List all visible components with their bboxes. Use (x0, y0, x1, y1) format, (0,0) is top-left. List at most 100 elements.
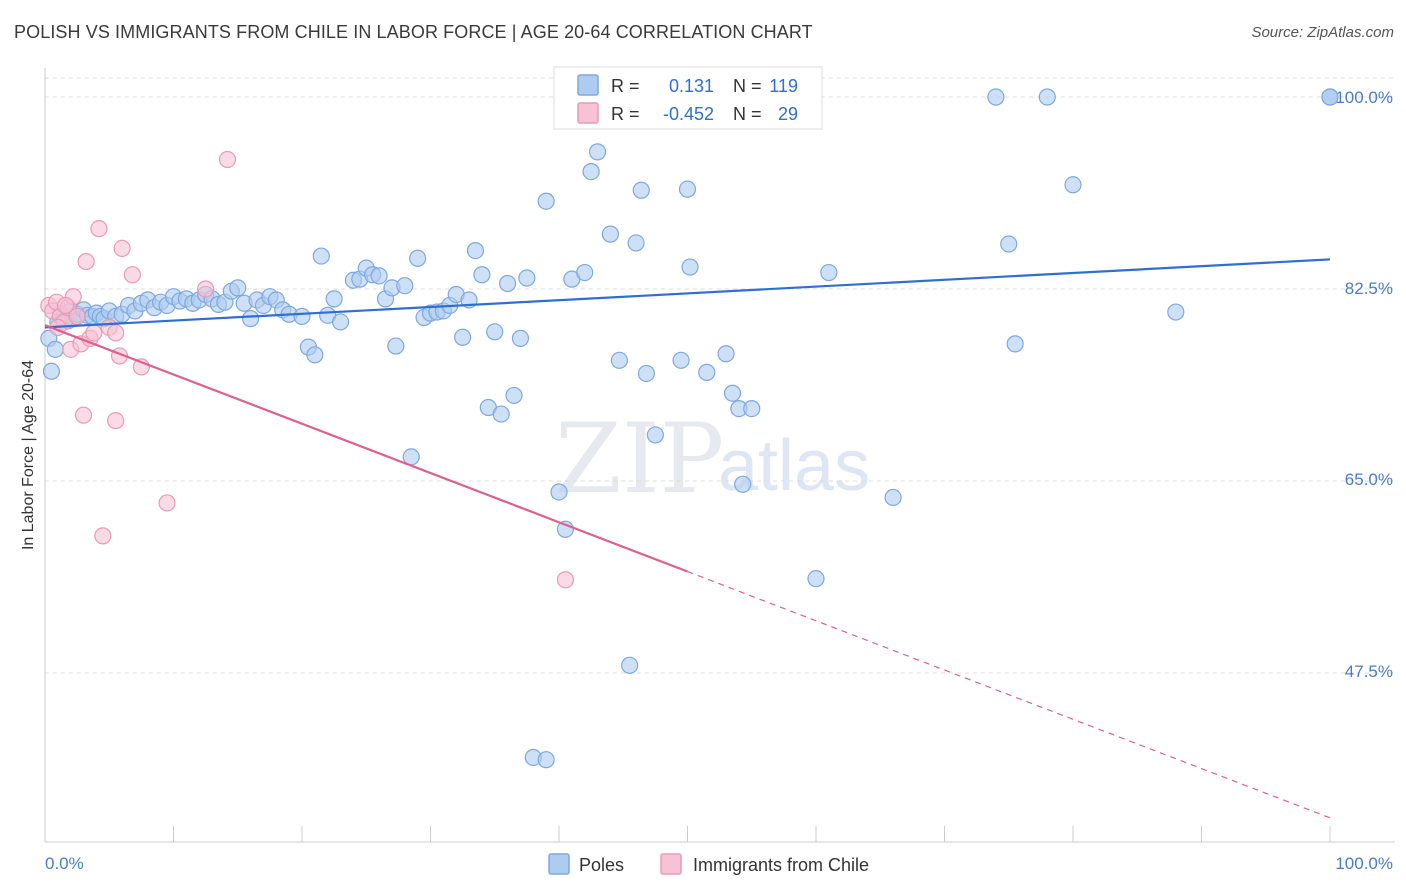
poles-point (550, 483, 568, 501)
x-tick-label-right: 100.0% (1335, 854, 1393, 873)
poles-point (576, 263, 594, 282)
poles-point (1006, 335, 1024, 353)
x-tick-label-left: 0.0% (45, 854, 84, 873)
y-tick-label: 47.5% (1345, 662, 1393, 681)
watermark-zip: ZIP (555, 403, 724, 515)
chile-point (107, 412, 125, 430)
poles-n-value: 119 (769, 76, 798, 96)
poles-point (306, 346, 324, 364)
poles-point (610, 351, 628, 369)
chile-point (77, 252, 95, 271)
chile-point (158, 494, 176, 512)
chile-point (56, 296, 75, 315)
trend-lines (44, 258, 1331, 819)
poles-point (884, 488, 902, 507)
y-tick-label: 100.0% (1335, 88, 1393, 107)
poles-point (698, 363, 716, 381)
poles-point (723, 384, 742, 402)
poles-point (537, 192, 555, 210)
chile-r-value: -0.452 (663, 104, 714, 124)
stats-legend: R = 0.131 N = 119 R = -0.452 N = 29 (553, 66, 823, 130)
chile-point (556, 571, 575, 589)
series-chile-points (40, 150, 575, 589)
poles-point (466, 242, 485, 260)
legend-chile-swatch (660, 853, 682, 875)
poles-point (717, 345, 735, 363)
chile-r-label: R = (611, 104, 640, 124)
legend-poles-swatch (548, 853, 570, 875)
poles-point (331, 313, 350, 331)
poles-r-value: 0.131 (669, 76, 714, 96)
poles-swatch (577, 74, 599, 96)
poles-point (42, 362, 61, 380)
chile-point (74, 406, 93, 424)
poles-point (387, 337, 405, 355)
poles-point (1321, 88, 1339, 106)
poles-point (807, 570, 825, 588)
poles-point (601, 225, 620, 243)
poles-point (370, 267, 388, 285)
chile-n-label: N = (733, 104, 762, 124)
chile-point (85, 324, 103, 342)
poles-point (627, 234, 645, 252)
chile-point (113, 239, 131, 258)
poles-point (505, 386, 523, 405)
y-tick-label: 65.0% (1345, 470, 1393, 489)
chile-point (90, 220, 108, 238)
poles-point (518, 269, 536, 287)
x-axis-ticks (44, 826, 1331, 842)
poles-point (678, 180, 697, 198)
poles-point (1038, 88, 1056, 106)
chile-swatch (577, 102, 599, 124)
watermark-atlas: atlas (718, 426, 870, 506)
poles-point (734, 475, 752, 493)
poles-point (1167, 303, 1185, 321)
chile-point (107, 324, 125, 342)
poles-n-label: N = (733, 76, 762, 96)
poles-point (511, 329, 530, 347)
poles-point (486, 323, 504, 341)
poles-point (987, 88, 1005, 106)
poles-point (632, 181, 650, 199)
y-axis-title: In Labor Force | Age 20-64 (20, 360, 37, 550)
chile-point (94, 527, 112, 545)
poles-point (672, 351, 690, 369)
poles-point (637, 364, 655, 383)
y-tick-labels: 47.5% 65.0% 82.5% 100.0% (1335, 88, 1393, 681)
poles-point (242, 310, 260, 328)
poles-point (229, 279, 247, 297)
poles-point (1000, 235, 1018, 253)
legend-poles-label: Poles (579, 855, 624, 875)
poles-point (293, 307, 311, 326)
poles-point (46, 340, 64, 358)
chile-point (68, 307, 86, 326)
poles-point (454, 328, 472, 346)
source-credit: Source: ZipAtlas.com (1251, 24, 1394, 41)
poles-point (396, 277, 414, 295)
chile-n-value: 29 (778, 104, 798, 124)
poles-point (409, 249, 427, 267)
chile-trend-line-extension (687, 570, 1331, 819)
poles-point (492, 405, 510, 423)
poles-point (537, 751, 555, 769)
poles-point (1064, 176, 1082, 194)
poles-r-label: R = (611, 76, 640, 96)
poles-point (681, 258, 699, 276)
chile-point (123, 266, 141, 284)
series-legend: Poles Immigrants from Chile (548, 853, 869, 875)
poles-point (621, 656, 639, 674)
poles-point (473, 266, 491, 284)
poles-point (588, 143, 607, 161)
poles-point (743, 399, 761, 418)
poles-trend-line (44, 258, 1331, 329)
legend-chile-label: Immigrants from Chile (693, 855, 869, 875)
chile-trend-line (44, 324, 688, 573)
poles-point (582, 163, 600, 181)
chile-point (218, 150, 237, 169)
chart-title: POLISH VS IMMIGRANTS FROM CHILE IN LABOR… (14, 22, 813, 42)
poles-point (325, 290, 343, 308)
poles-point (820, 263, 838, 282)
y-tick-label: 82.5% (1345, 279, 1393, 298)
poles-point (499, 274, 517, 293)
